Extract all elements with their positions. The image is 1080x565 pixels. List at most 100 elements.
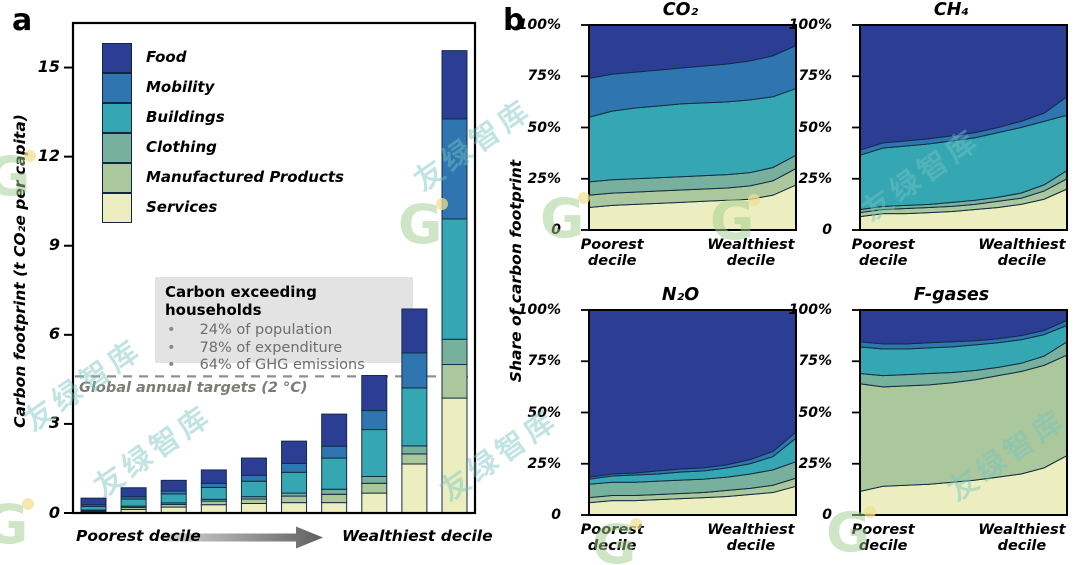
bar-segment-buildings	[441, 218, 468, 340]
panel-a-y-tick-label: 15	[37, 57, 60, 77]
bar-segment-food	[120, 487, 147, 498]
legend-item: Mobility	[102, 72, 344, 103]
bar-segment-manufactured	[361, 482, 388, 494]
panel-a-y-tick-label: 9	[48, 235, 60, 255]
y-tick-label-n2o: 100%	[517, 302, 561, 318]
target-line-label: Global annual targets (2 °C)	[79, 380, 308, 396]
panel-a-frame	[71, 21, 477, 515]
y-tick-label-ch4: 100%	[788, 17, 832, 33]
panel-a-x-label-wealthiest: Wealthiest decile	[342, 527, 493, 545]
bar-segment-clothing	[441, 338, 468, 366]
bar-segment-mobility	[321, 445, 348, 459]
x-label-wealthiest-n2o: Wealthiest decile	[707, 522, 795, 554]
decile-arrow	[163, 526, 323, 549]
y-tick-label-n2o: 0	[551, 507, 561, 523]
chart-title-ch4: CH₄	[933, 0, 970, 20]
y-tick-label-n2o: 75%	[527, 353, 561, 370]
x-label-poorest-ch4: Poorest decile	[851, 237, 915, 269]
bar-segment-mobility	[441, 118, 468, 220]
bar-segment-clothing	[361, 475, 388, 484]
bar-segment-buildings	[240, 480, 267, 498]
legend-item: Manufactured Products	[102, 162, 344, 193]
legend-item: Clothing	[102, 132, 344, 163]
bar-segment-manufactured	[401, 453, 428, 465]
bar-segment-food	[200, 469, 227, 484]
panel-b-label: b	[503, 3, 525, 38]
legend-swatch-manufactured	[102, 162, 132, 193]
bar-segment-manufactured	[321, 493, 348, 504]
panel-a-x-label-poorest: Poorest decile	[76, 527, 201, 545]
chart-title-co2: CO₂	[662, 0, 699, 20]
x-label-poorest-co2: Poorest decile	[580, 237, 644, 269]
y-tick-label-ch4: 25%	[798, 170, 832, 187]
panel-a-y-tick-label: 6	[48, 324, 60, 344]
bar-segment-food	[281, 440, 308, 464]
legend-label: Buildings	[146, 108, 225, 126]
bar-segment-food	[401, 308, 428, 354]
legend-label: Mobility	[146, 78, 215, 96]
area-chart-n2o	[581, 309, 797, 516]
bar-segment-food	[80, 497, 107, 506]
annotation-bullet: 24% of population	[167, 322, 413, 340]
y-tick-label-ch4: 75%	[798, 68, 832, 85]
y-tick-label-ch4: 0	[822, 222, 832, 238]
bar-segment-clothing	[321, 488, 348, 495]
y-tick-label-co2: 50%	[527, 119, 561, 136]
panel-a-y-tick-label: 0	[48, 502, 60, 522]
x-label-wealthiest-fgas: Wealthiest decile	[978, 522, 1066, 554]
x-label-poorest-n2o: Poorest decile	[580, 522, 644, 554]
annotation-title: Carbon exceeding households	[165, 283, 317, 319]
y-tick-label-fgas: 25%	[798, 455, 832, 472]
bar-segment-mobility	[401, 352, 428, 389]
legend-swatch-clothing	[102, 132, 132, 163]
bar-segment-services	[401, 463, 428, 514]
panel-a-bar-chart	[64, 21, 477, 549]
bar-segment-manufactured	[281, 495, 308, 504]
area-chart-fgas	[852, 309, 1068, 516]
y-tick-label-co2: 75%	[527, 68, 561, 85]
bar-segment-buildings	[160, 493, 187, 504]
chart-title-fgas: F-gases	[913, 285, 990, 305]
bar-segment-buildings	[80, 505, 107, 511]
bar-segment-services	[321, 502, 348, 514]
y-tick-label-ch4: 50%	[798, 119, 832, 136]
bar-segment-mobility	[281, 462, 308, 473]
bar-segment-food	[240, 457, 267, 476]
bar-segment-food	[160, 479, 187, 492]
bar-segment-mobility	[200, 482, 227, 488]
area-chart-co2	[581, 24, 797, 231]
annotation-bullet-list: 24% of population78% of expenditure64% o…	[155, 322, 413, 375]
legend: Food Mobility Buildings Clothing Manufacture…	[102, 42, 344, 223]
area-chart-ch4	[852, 24, 1068, 231]
bar-segment-manufactured	[200, 500, 227, 506]
x-label-wealthiest-co2: Wealthiest decile	[707, 237, 795, 269]
bar-segment-services	[281, 502, 308, 514]
x-label-wealthiest-ch4: Wealthiest decile	[978, 237, 1066, 269]
legend-swatch-services	[102, 192, 132, 223]
annotation-box: Carbon exceeding households 24% of popul…	[155, 277, 413, 373]
bar-segment-food	[321, 413, 348, 447]
panel-b-y-axis-title: Share of carbon footprint	[507, 159, 525, 383]
bar-segment-mobility	[240, 474, 267, 482]
legend-item: Buildings	[102, 102, 344, 133]
legend-swatch-food	[102, 42, 132, 73]
legend-label: Manufactured Products	[146, 168, 344, 186]
chart-title-n2o: N₂O	[661, 285, 700, 305]
bar-segment-services	[240, 502, 267, 514]
panel-a-y-tick-label: 3	[48, 413, 60, 433]
legend-item: Services	[102, 192, 344, 223]
bar-segment-buildings	[401, 387, 428, 447]
bar-segment-food	[361, 375, 388, 412]
legend-swatch-mobility	[102, 72, 132, 103]
bar-segment-services	[441, 397, 468, 514]
legend-swatch-buildings	[102, 102, 132, 133]
bar-segment-clothing	[401, 445, 428, 455]
panel-a-label: a	[12, 3, 33, 38]
bar-segment-manufactured	[240, 498, 267, 504]
legend-label: Clothing	[146, 138, 217, 156]
y-tick-label-fgas: 0	[822, 507, 832, 523]
bar-segment-buildings	[361, 429, 388, 477]
bar-segment-buildings	[120, 498, 147, 507]
y-tick-label-co2: 0	[551, 222, 561, 238]
